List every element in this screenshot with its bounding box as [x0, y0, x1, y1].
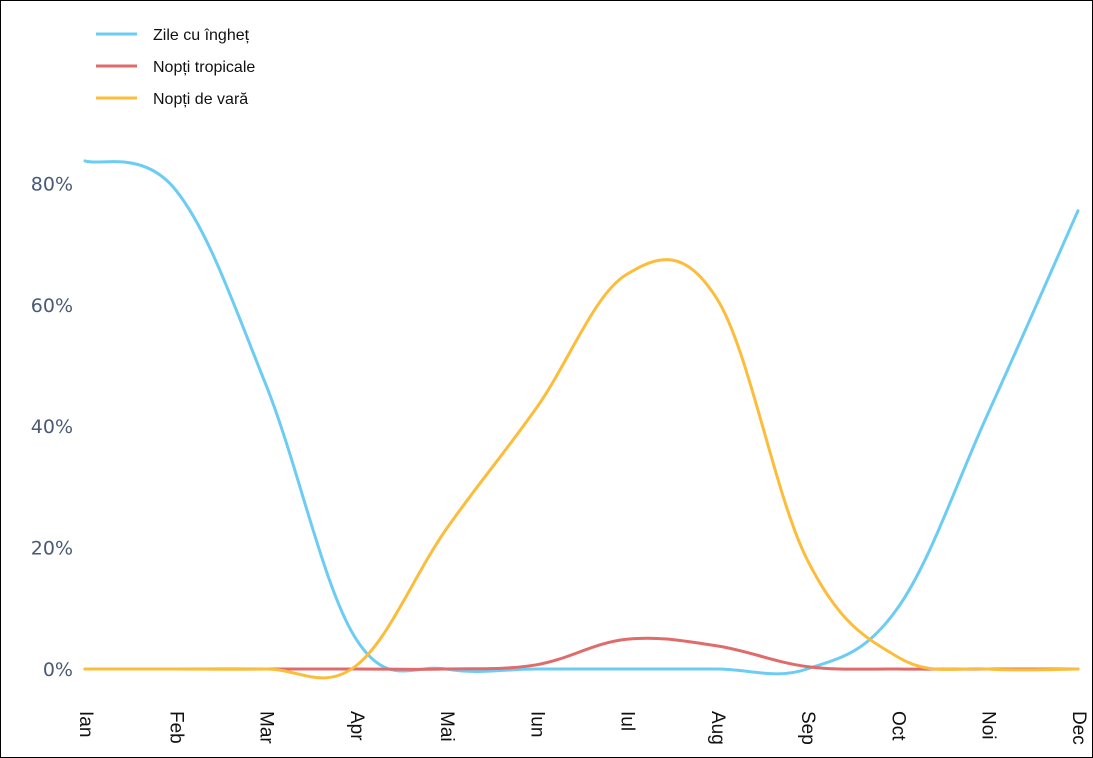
x-tick-label-iun: Iun — [526, 711, 547, 737]
x-tick-label-mar: Mar — [256, 711, 277, 744]
y-tick-label: 80% — [31, 173, 73, 195]
legend-item-nopti-tropicale[interactable]: Nopți tropicale — [96, 59, 255, 76]
series-line-nopti-de-vara — [83, 258, 1080, 680]
x-tick-label-noi: Noi — [978, 711, 999, 740]
y-tick-label: 0% — [43, 659, 73, 681]
legend-label: Nopți de vară — [153, 91, 248, 108]
x-tick-label-mai: Mai — [436, 711, 457, 742]
y-tick-label: 20% — [31, 538, 73, 560]
legend: Zile cu îngheț Nopți tropicale Nopți de va… — [96, 27, 255, 108]
y-tick-label: 60% — [31, 295, 73, 317]
x-tick-label-ian: Ian — [75, 711, 96, 737]
legend-item-nopti-de-vara[interactable]: Nopți de vară — [96, 91, 248, 108]
x-tick-label-aug: Aug — [707, 711, 728, 745]
x-tick-label-apr: Apr — [346, 711, 367, 741]
series-line-zile-cu-inghet — [83, 159, 1080, 676]
legend-item-zile-cu-inghet[interactable]: Zile cu îngheț — [96, 27, 250, 44]
y-axis: 0% 20% 40% 60% 80% — [31, 173, 73, 681]
legend-label: Zile cu îngheț — [153, 27, 250, 44]
x-tick-label-dec: Dec — [1068, 711, 1089, 745]
x-axis: Ian Feb Mar Apr Mai Iun Iul Aug Sep Oct Noi Dec — [75, 711, 1089, 745]
x-tick-label-iul: Iul — [617, 711, 638, 731]
plot-area — [83, 159, 1080, 680]
x-tick-label-oct: Oct — [887, 711, 908, 741]
y-tick-label: 40% — [31, 416, 73, 438]
x-tick-label-sep: Sep — [797, 711, 818, 745]
series-line-nopti-tropicale — [83, 636, 1080, 671]
x-tick-label-feb: Feb — [165, 711, 186, 744]
legend-label: Nopți tropicale — [153, 59, 255, 76]
